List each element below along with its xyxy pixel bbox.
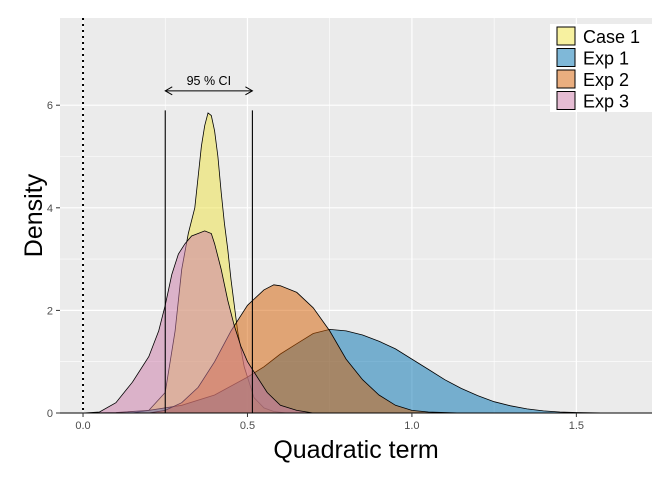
x-tick-label: 0.0	[75, 420, 90, 432]
y-tick-label: 4	[47, 203, 53, 215]
legend-key	[556, 91, 576, 110]
ci-arrow-left-head	[164, 86, 173, 96]
legend-key	[556, 48, 576, 67]
legend-key	[556, 69, 576, 89]
density-area-exp-3	[82, 230, 314, 414]
density-areas	[82, 112, 610, 414]
y-tick-label: 0	[47, 408, 53, 420]
y-tick-label: 6	[47, 100, 53, 112]
legend-label: Exp 1	[583, 49, 629, 69]
ci-arrow-right-head	[245, 86, 254, 96]
legend-label: Exp 3	[583, 92, 629, 112]
ci-label: 95 % CI	[187, 74, 231, 88]
annotations: 95 % CI	[82, 18, 254, 413]
x-tick-label: 0.5	[240, 420, 255, 432]
x-axis: 0.0 0.5 1.0 1.5	[60, 412, 652, 432]
x-axis-title: Quadratic term	[273, 436, 438, 464]
legend-key	[556, 26, 576, 46]
y-axis-title: Density	[20, 173, 48, 257]
x-tick-label: 1.5	[569, 420, 584, 432]
legend-label: Case 1	[583, 27, 640, 47]
y-axis: 0 2 4 6	[47, 100, 60, 420]
legend-label: Exp 2	[583, 70, 629, 90]
x-tick-label: 1.0	[404, 420, 419, 432]
y-tick-label: 2	[47, 305, 53, 317]
